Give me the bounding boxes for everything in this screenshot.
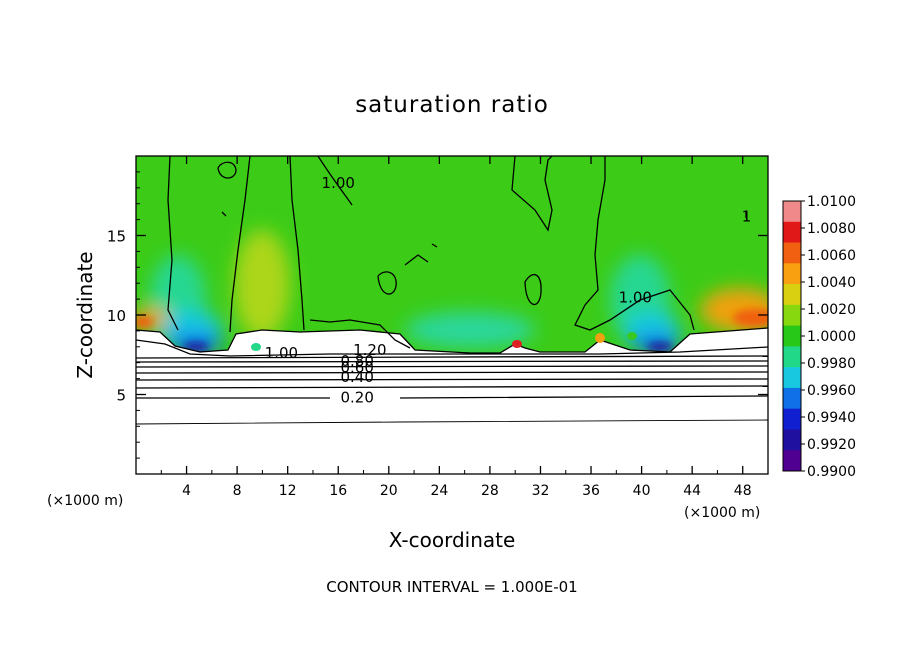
field-blob [627,332,637,340]
colorbar-label: 1.0020 [807,302,856,318]
contour-line [317,156,353,206]
contour-label: 0.40 [340,368,373,386]
x-tick-label: 44 [683,483,701,499]
contour-line [229,156,251,333]
field-blob [251,343,261,351]
colorbar-label: 1.0040 [807,275,856,291]
x-axis-label: X-coordinate [389,528,516,552]
contour-line [217,161,237,179]
contour-interval-footer: CONTOUR INTERVAL = 1.000E-01 [326,578,577,596]
colorbar-swatch [783,387,801,410]
colorbar-swatch [783,201,801,223]
contour-line [404,254,429,266]
colorbar-label: 0.9980 [807,356,856,372]
contour-line [136,360,768,363]
x-tick-label: 24 [430,483,448,499]
colorbar-swatch [783,429,801,451]
colorbar-label: 1.0000 [807,329,856,345]
blob-features [251,332,637,351]
contour-labels: 1.200.800.600.40 0.20 1.00 1.00 1.00 1 [265,174,752,407]
contour-label: 0.60 [340,358,373,376]
colorbar-swatch [783,242,801,264]
colorbar-label: 1.0080 [807,221,856,237]
colorbar-swatch [783,284,801,306]
contour-line [136,378,768,381]
colorbar-swatch [783,221,801,244]
contour-line [511,156,553,232]
colorbar-label: 1.0060 [807,248,856,264]
contour-line [136,327,768,354]
contour-lines [136,156,768,425]
contour-line [136,355,768,359]
field-patch [405,312,535,348]
subsaturated-region [136,328,768,474]
contour-line [167,156,179,331]
contour-label: 1.00 [265,344,298,362]
contour-line [309,319,411,349]
field-patch [136,316,153,328]
colorbar-swatch [783,325,801,347]
contour-label: 1.00 [619,289,652,307]
contour-line [136,371,768,374]
colorbar: 1.0100 1.0080 1.0060 1.0040 1.0020 1.0000 0.99… [782,194,856,480]
contour-label: 1.00 [322,174,355,192]
y-tick-label: 10 [107,307,126,325]
field-blob [512,340,522,348]
contour-label: 0.20 [340,389,373,407]
contour-line [136,339,768,357]
colorbar-swatch [783,304,801,327]
y-axis: 5 10 15 [107,171,768,459]
x-tick-label: 12 [279,483,297,499]
colorbar-swatch [783,346,801,368]
x-tick-label: 4 [182,483,191,499]
contour-line [136,365,768,368]
x-axis: 4 8 12 16 20 24 28 32 36 40 44 48 [160,156,752,499]
colorbar-swatch [783,263,801,285]
x-tick-label: 20 [380,483,398,499]
field-patch [234,230,290,340]
saturation-field [136,156,768,474]
colorbar-swatch [783,408,801,430]
contour-label: 1.20 [353,341,386,359]
contour-line [574,156,695,331]
x-tick-label: 32 [532,483,550,499]
contour-line [221,211,227,217]
field-patch [733,309,768,327]
y-tick-label: 5 [116,387,126,405]
x-tick-label: 8 [233,483,242,499]
colorbar-label: 1.0100 [807,194,856,210]
field-patch [648,343,672,351]
contour-line [431,243,438,248]
x-tick-label: 48 [734,483,752,499]
chart-title: saturation ratio [355,92,549,118]
x-tick-label: 36 [582,483,600,499]
colorbar-label: 0.9960 [807,383,856,399]
contour-label: 0.80 [340,352,373,370]
contour-line [524,273,542,305]
x-tick-label: 40 [633,483,651,499]
x-unit-right: (×1000 m) [684,505,760,521]
colorbar-swatch [783,450,801,472]
contour-line [289,156,305,331]
y-axis-label: Z-coordinate [73,251,97,378]
contour-label: 1 [742,207,752,225]
x-tick-label: 16 [329,483,347,499]
x-unit-left: (×1000 m) [47,493,123,509]
colorbar-swatch [783,367,801,389]
field-blob [595,333,605,343]
contour-line [136,395,768,399]
colorbar-label: 0.9940 [807,410,856,426]
y-tick-label: 15 [107,228,126,246]
colorbar-label: 0.9900 [807,464,856,480]
contour-line [377,271,397,295]
colorbar-label: 0.9920 [807,437,856,453]
x-tick-label: 28 [481,483,499,499]
contour-line [136,419,768,425]
contour-line [136,385,768,389]
